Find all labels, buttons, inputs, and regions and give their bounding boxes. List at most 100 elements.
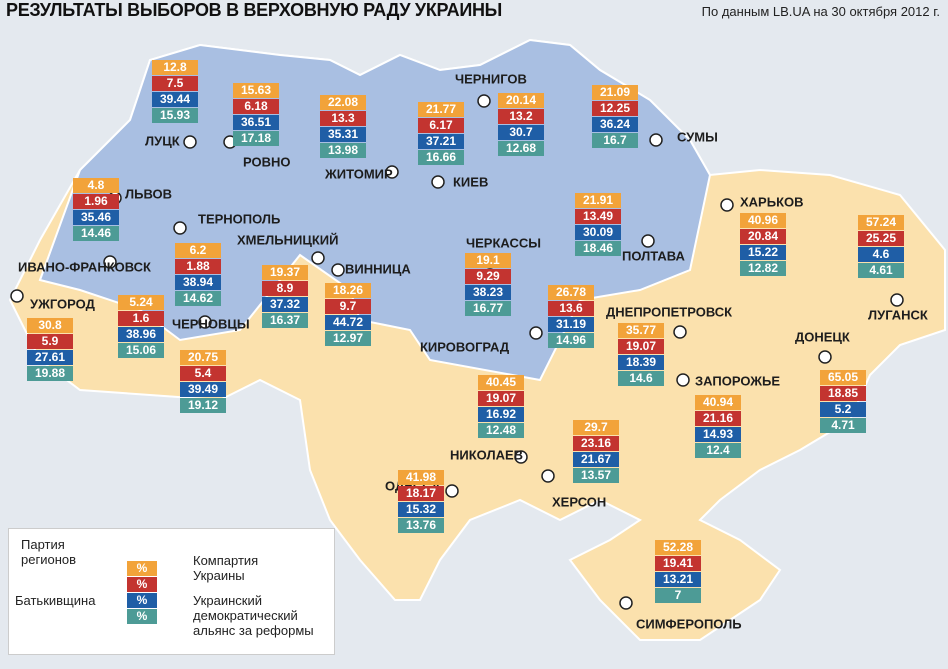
vote-share: 38.94 <box>183 275 213 289</box>
vote-cell <box>418 134 464 149</box>
vote-cell <box>820 418 866 433</box>
vote-share: 1.88 <box>186 259 210 273</box>
vote-share: 7 <box>675 588 682 602</box>
vote-cell <box>498 109 544 124</box>
vote-share: 57.24 <box>866 215 896 229</box>
vote-share: 44.72 <box>333 315 363 329</box>
vote-cell <box>575 193 621 208</box>
city-label: ПОЛТАВА <box>622 248 686 263</box>
vote-cell <box>418 118 464 133</box>
vote-cell <box>152 108 198 123</box>
vote-share: 40.45 <box>486 375 516 389</box>
vote-share: 21.91 <box>583 193 613 207</box>
city-dot <box>198 315 212 329</box>
vote-cell <box>478 391 524 406</box>
vote-share: 1.96 <box>84 194 108 208</box>
vote-cell <box>820 386 866 401</box>
vote-cell <box>398 470 444 485</box>
vote-cell <box>655 556 701 571</box>
vote-share: 27.61 <box>35 350 65 364</box>
city-dot <box>619 596 633 610</box>
vote-share: 65.05 <box>828 370 858 384</box>
vote-share: 4.61 <box>869 263 893 277</box>
vote-share: 12.97 <box>333 331 363 345</box>
city-label: РОВНО <box>243 154 291 169</box>
vote-cell <box>573 420 619 435</box>
city-label: ЗАПОРОЖЬЕ <box>695 373 780 388</box>
vote-share: 12.68 <box>506 141 536 155</box>
vote-share: 19.88 <box>35 366 65 380</box>
vote-share: 13.2 <box>509 109 533 123</box>
vote-cell <box>175 243 221 258</box>
vote-cell <box>592 101 638 116</box>
city-dot <box>720 198 734 212</box>
vote-share: 14.62 <box>183 291 213 305</box>
city-label: ЧЕРКАССЫ <box>466 235 541 250</box>
vote-cell <box>73 178 119 193</box>
vote-share: 39.49 <box>188 382 218 396</box>
vote-cell <box>398 518 444 533</box>
vote-share: 13.6 <box>559 301 583 315</box>
vote-share: 37.32 <box>270 297 300 311</box>
legend-label: Батькивщина <box>15 593 96 608</box>
vote-share: 20.84 <box>748 229 778 243</box>
vote-share: 16.7 <box>603 133 627 147</box>
legend-swatch: % <box>127 593 157 608</box>
vote-share: 52.28 <box>663 540 693 554</box>
vote-share: 5.4 <box>195 366 212 380</box>
vote-share: 19.07 <box>486 391 516 405</box>
city-dot <box>445 484 459 498</box>
city-dot <box>676 373 690 387</box>
vote-share: 18.17 <box>406 486 436 500</box>
vote-share: 15.22 <box>748 245 778 259</box>
vote-share: 19.12 <box>188 398 218 412</box>
vote-share: 15.06 <box>126 343 156 357</box>
vote-cell <box>618 371 664 386</box>
city-label: НИКОЛАЕВ <box>450 447 523 462</box>
vote-cell <box>740 213 786 228</box>
vote-cell <box>398 486 444 501</box>
city-label: ЛУГАНСК <box>868 307 928 322</box>
vote-share: 5.2 <box>835 402 852 416</box>
vote-share: 13.76 <box>406 518 436 532</box>
vote-share: 30.7 <box>509 125 533 139</box>
vote-share: 18.39 <box>626 355 656 369</box>
vote-share: 12.8 <box>163 60 187 74</box>
vote-share: 17.18 <box>241 131 271 145</box>
vote-cell <box>262 297 308 312</box>
city-label: ХАРЬКОВ <box>740 194 804 209</box>
vote-cell <box>695 411 741 426</box>
vote-share: 4.71 <box>831 418 855 432</box>
legend: Партия регионов Компартия Украины Батьки… <box>8 528 335 655</box>
vote-share: 22.08 <box>328 95 358 109</box>
city-dot <box>477 94 491 108</box>
vote-cell <box>573 436 619 451</box>
city-label: ДНЕПРОПЕТРОВСК <box>606 304 732 319</box>
vote-cell <box>740 245 786 260</box>
vote-cell <box>180 398 226 413</box>
vote-cell <box>695 395 741 410</box>
city-dot <box>514 450 528 464</box>
city-label: УЖГОРОД <box>30 296 96 311</box>
vote-cell <box>465 285 511 300</box>
vote-share: 13.3 <box>331 111 355 125</box>
vote-cell <box>858 263 904 278</box>
city-dot <box>331 263 345 277</box>
city-label: ЛЬВОВ <box>125 186 172 201</box>
vote-cell <box>73 194 119 209</box>
vote-cell <box>548 333 594 348</box>
vote-cell <box>618 339 664 354</box>
vote-cell <box>695 427 741 442</box>
city-dot <box>818 350 832 364</box>
vote-share: 13.21 <box>663 572 693 586</box>
city-label: СИМФЕРОПОЛЬ <box>636 616 742 631</box>
vote-cell <box>478 375 524 390</box>
vote-share: 40.94 <box>703 395 733 409</box>
vote-cell <box>398 502 444 517</box>
city-label: КИРОВОГРАД <box>420 339 510 354</box>
vote-cell <box>618 323 664 338</box>
vote-share: 20.14 <box>506 93 536 107</box>
vote-share: 15.32 <box>406 502 436 516</box>
vote-cell <box>858 215 904 230</box>
